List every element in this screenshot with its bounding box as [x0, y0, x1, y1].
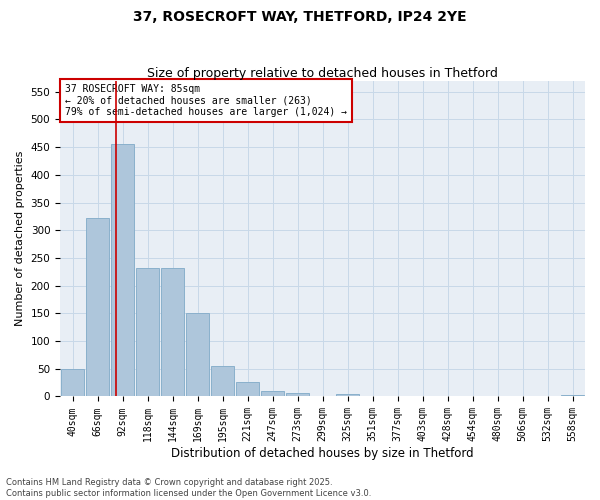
Bar: [86, 218, 109, 396]
Bar: [211, 366, 234, 396]
Y-axis label: Number of detached properties: Number of detached properties: [15, 151, 25, 326]
Bar: [336, 394, 359, 396]
Bar: [186, 314, 209, 396]
Bar: [136, 268, 159, 396]
Bar: [236, 382, 259, 396]
Bar: [111, 144, 134, 397]
Bar: [286, 392, 309, 396]
Bar: [161, 268, 184, 396]
X-axis label: Distribution of detached houses by size in Thetford: Distribution of detached houses by size …: [171, 447, 474, 460]
Bar: [261, 391, 284, 396]
Bar: [61, 369, 84, 396]
Bar: [561, 395, 584, 396]
Text: 37 ROSECROFT WAY: 85sqm
← 20% of detached houses are smaller (263)
79% of semi-d: 37 ROSECROFT WAY: 85sqm ← 20% of detache…: [65, 84, 347, 117]
Title: Size of property relative to detached houses in Thetford: Size of property relative to detached ho…: [147, 66, 498, 80]
Text: 37, ROSECROFT WAY, THETFORD, IP24 2YE: 37, ROSECROFT WAY, THETFORD, IP24 2YE: [133, 10, 467, 24]
Text: Contains HM Land Registry data © Crown copyright and database right 2025.
Contai: Contains HM Land Registry data © Crown c…: [6, 478, 371, 498]
